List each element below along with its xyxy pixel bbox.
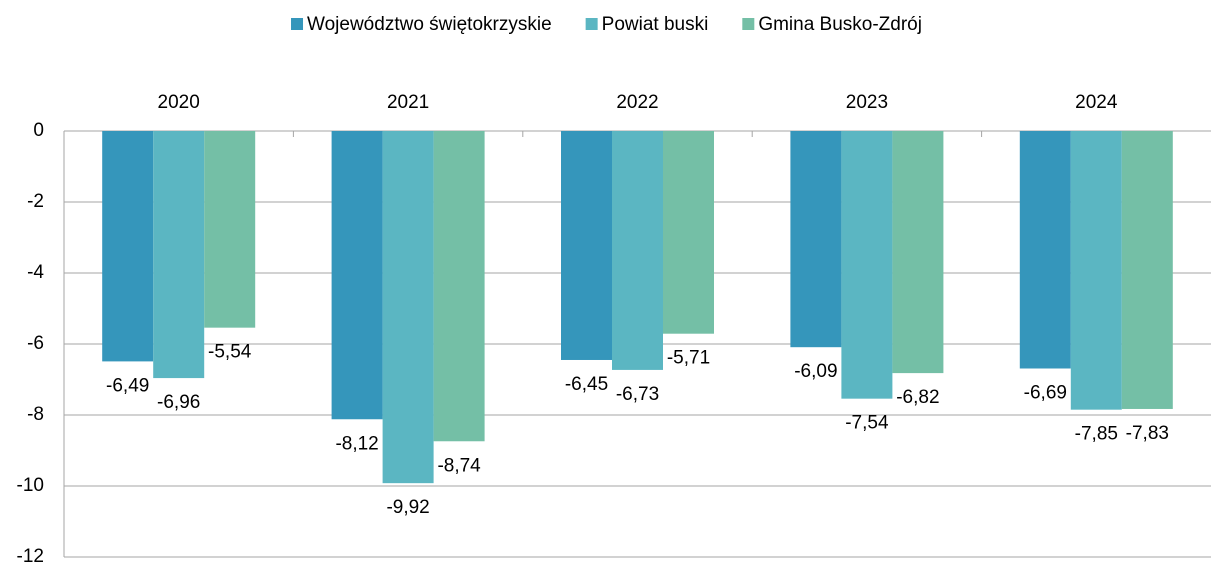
bar xyxy=(1070,131,1122,410)
bar xyxy=(204,131,256,328)
legend-swatch xyxy=(742,18,755,30)
y-tick-label: -2 xyxy=(27,191,44,212)
bar xyxy=(1121,131,1173,409)
legend-label: Gmina Busko-Zdrój xyxy=(758,14,922,35)
value-label: -6,82 xyxy=(896,387,939,408)
y-tick-label: -6 xyxy=(27,333,44,354)
value-label: -7,83 xyxy=(1126,423,1169,444)
value-label: -6,69 xyxy=(1024,383,1067,404)
bar xyxy=(841,131,893,399)
bar xyxy=(433,131,485,442)
bar xyxy=(612,131,663,370)
bar xyxy=(663,131,714,334)
value-label: -8,74 xyxy=(437,455,481,476)
value-label: -5,54 xyxy=(208,342,252,363)
category-label: 2020 xyxy=(158,92,200,113)
value-label: -6,09 xyxy=(794,361,837,382)
value-label: -7,54 xyxy=(845,413,889,434)
bar xyxy=(102,131,154,362)
category-label: 2022 xyxy=(616,92,658,113)
value-label: -6,49 xyxy=(106,375,149,396)
bar xyxy=(561,131,612,360)
category-label: 2021 xyxy=(387,92,429,113)
bar xyxy=(1019,131,1071,369)
y-tick-label: 0 xyxy=(33,120,44,141)
bar xyxy=(331,131,383,420)
bar xyxy=(790,131,842,348)
value-label: -8,12 xyxy=(335,433,378,454)
legend-swatch xyxy=(585,18,598,30)
bar xyxy=(892,131,944,374)
y-tick-label: -12 xyxy=(17,546,44,564)
y-tick-label: -8 xyxy=(27,404,44,425)
legend-label: Województwo świętokrzyskie xyxy=(307,14,552,35)
value-label: -7,85 xyxy=(1075,424,1118,445)
value-label: -6,45 xyxy=(565,374,608,395)
value-label: -5,71 xyxy=(667,348,710,369)
legend-swatch xyxy=(291,18,304,30)
bar xyxy=(382,131,434,484)
category-label: 2024 xyxy=(1075,92,1118,113)
value-label: -6,96 xyxy=(157,392,200,413)
y-tick-label: -10 xyxy=(17,475,44,496)
value-label: -6,73 xyxy=(616,384,659,405)
bar xyxy=(153,131,205,379)
y-tick-label: -4 xyxy=(27,262,44,283)
value-label: -9,92 xyxy=(386,497,429,518)
legend-label: Powiat buski xyxy=(602,14,709,35)
category-label: 2023 xyxy=(846,92,888,113)
